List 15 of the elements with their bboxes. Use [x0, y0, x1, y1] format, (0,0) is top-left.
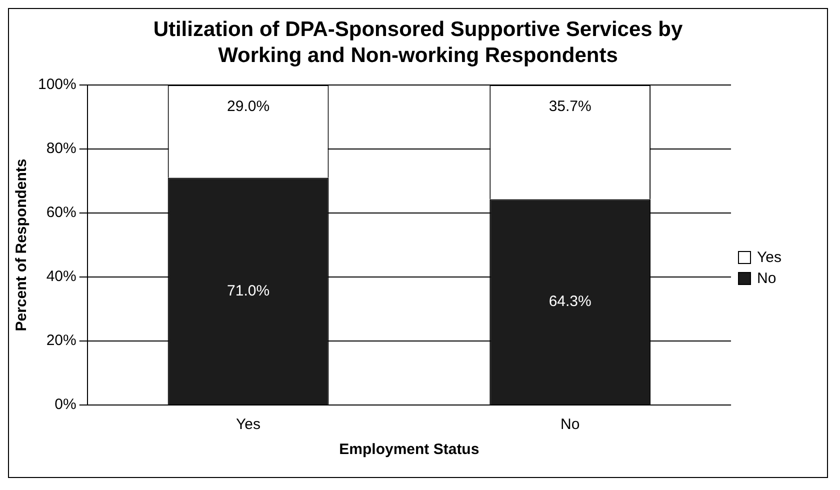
data-label: 35.7% [548, 98, 592, 116]
data-label: 29.0% [227, 98, 270, 116]
y-tick-label: 100% [38, 76, 76, 94]
y-tick-label: 20% [46, 332, 76, 350]
y-tick-label: 0% [54, 396, 76, 414]
x-axis-title: Employment Status [339, 441, 480, 458]
legend-label: No [757, 270, 776, 287]
data-label: 64.3% [548, 293, 592, 310]
y-tick-label: 60% [46, 204, 76, 222]
y-tick-label: 40% [46, 268, 76, 286]
chart-title: Utilization of DPA-Sponsored Supportive Services by Working and Non-working Respondents [152, 17, 684, 69]
y-axis-title: Percent of Respondents [13, 158, 30, 332]
data-label: 71.0% [227, 282, 270, 300]
text: Yes [757, 249, 782, 266]
y-tick-label: 80% [46, 140, 76, 158]
